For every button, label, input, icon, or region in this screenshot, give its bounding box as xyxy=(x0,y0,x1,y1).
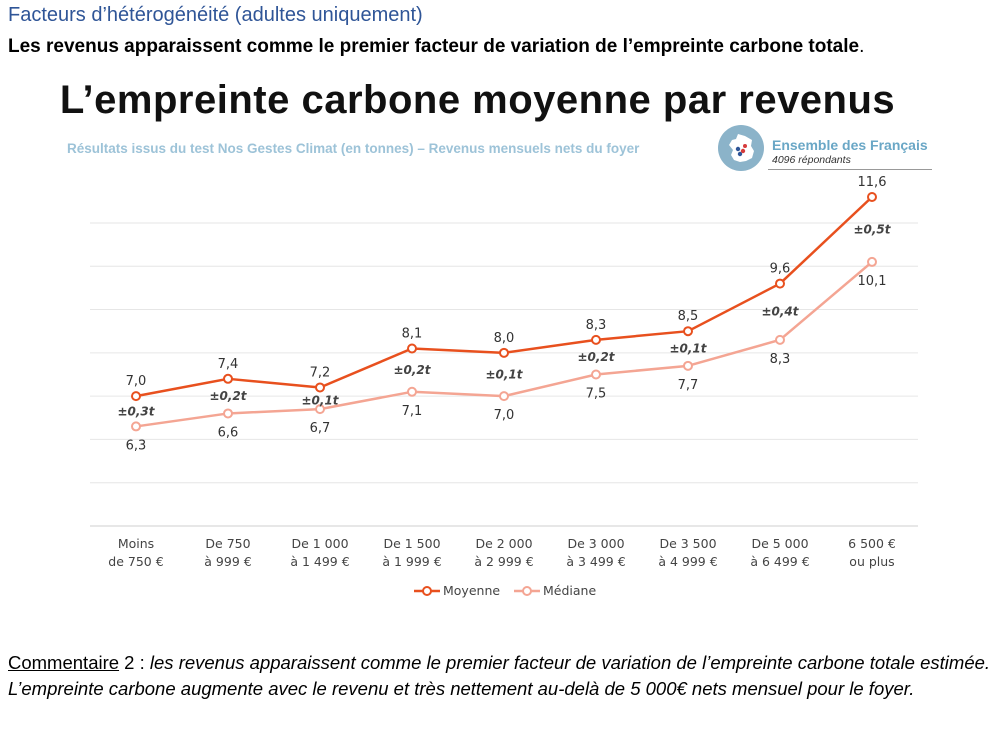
median-data-label: 6,6 xyxy=(218,425,239,440)
category-label: à 1 999 € xyxy=(382,554,441,569)
data-point xyxy=(867,256,877,267)
median-data-label: 7,7 xyxy=(678,378,699,393)
badge-subtitle: 4096 répondants xyxy=(772,154,851,166)
category-label: à 3 499 € xyxy=(566,554,625,569)
chart-title: L’empreinte carbone moyenne par revenus xyxy=(59,78,896,122)
line-chart: 7,0 7,4 7,2 8,1 8,0 8,3 8,5 9,6 11,6 6,3 6,6 6,7 7,1… xyxy=(90,175,918,598)
category-label: à 2 999 € xyxy=(474,554,533,569)
category-label: De 1 500 xyxy=(383,536,440,551)
badge-france-map-icon xyxy=(718,125,764,171)
data-point xyxy=(775,278,785,289)
category-label: De 2 000 xyxy=(475,536,532,551)
median-data-label: 6,7 xyxy=(310,421,331,436)
category-label: De 3 000 xyxy=(567,536,624,551)
category-label: à 6 499 € xyxy=(750,554,809,569)
median-data-label: 10,1 xyxy=(858,274,887,289)
comment-text: les revenus apparaissent comme le premie… xyxy=(8,652,991,699)
badge-underline xyxy=(768,169,932,170)
error-margin-label: ±0,1t xyxy=(301,393,339,407)
data-point xyxy=(499,347,509,358)
data-point xyxy=(131,391,141,402)
mean-data-label: 8,0 xyxy=(494,331,515,346)
legend-marker xyxy=(522,586,532,596)
data-point xyxy=(223,408,233,419)
headline: Les revenus apparaissent comme le premie… xyxy=(8,36,864,58)
mean-data-label: 7,0 xyxy=(126,374,147,389)
chart-subtitle: Résultats issus du test Nos Gestes Clima… xyxy=(67,141,640,156)
median-data-label: 6,3 xyxy=(126,438,147,453)
data-point xyxy=(591,369,601,380)
median-data-label: 8,3 xyxy=(770,352,791,367)
category-label: à 4 999 € xyxy=(658,554,717,569)
category-label: à 999 € xyxy=(204,554,251,569)
data-point xyxy=(775,334,785,345)
legend-marker xyxy=(422,586,432,596)
error-margin-label: ±0,1t xyxy=(669,342,707,356)
error-margin-label: ±0,3t xyxy=(117,404,155,418)
mean-data-label: 8,1 xyxy=(402,327,423,342)
data-point xyxy=(591,334,601,345)
mean-data-label: 7,2 xyxy=(310,365,331,380)
error-margin-label: ±0,2t xyxy=(577,350,615,364)
series-line xyxy=(135,196,873,398)
data-point xyxy=(683,326,693,337)
category-label: 6 500 € xyxy=(848,536,896,551)
category-label: de 750 € xyxy=(108,554,163,569)
data-point xyxy=(867,191,877,202)
error-margin-label: ±0,1t xyxy=(485,367,523,381)
data-point xyxy=(315,404,325,415)
france-map-icon xyxy=(729,134,754,162)
data-point xyxy=(407,386,417,397)
category-label: à 1 499 € xyxy=(290,554,349,569)
legend-label: Médiane xyxy=(543,583,596,598)
category-label: Moins xyxy=(118,536,154,551)
comment-label: Commentaire xyxy=(8,652,120,673)
badge-title: Ensemble des Français xyxy=(772,137,928,153)
data-point xyxy=(683,360,693,371)
data-point xyxy=(315,382,325,393)
mean-data-label: 9,6 xyxy=(770,262,791,277)
category-label: De 1 000 xyxy=(291,536,348,551)
error-margin-label: ±0,2t xyxy=(393,363,431,377)
comment-number: 2 : xyxy=(119,652,150,673)
data-point xyxy=(499,391,509,402)
mean-data-label: 8,3 xyxy=(586,318,607,333)
mean-data-label: 7,4 xyxy=(218,357,239,372)
section-title: Facteurs d’hétérogénéité (adultes unique… xyxy=(8,4,423,26)
category-label: De 5 000 xyxy=(751,536,808,551)
category-label: ou plus xyxy=(849,554,894,569)
headline-period: . xyxy=(859,36,865,57)
category-label: De 3 500 xyxy=(659,536,716,551)
error-margin-label: ±0,2t xyxy=(209,389,247,403)
error-margin-label: ±0,4t xyxy=(761,305,799,319)
data-point xyxy=(223,373,233,384)
data-point xyxy=(131,421,141,432)
mean-data-label: 11,6 xyxy=(858,175,887,190)
median-data-label: 7,0 xyxy=(494,408,515,423)
mean-data-label: 8,5 xyxy=(678,309,699,324)
headline-text: Les revenus apparaissent comme le premie… xyxy=(8,36,860,57)
data-point xyxy=(407,343,417,354)
error-margin-label: ±0,5t xyxy=(853,222,891,236)
median-data-label: 7,5 xyxy=(586,386,607,401)
category-label: De 750 xyxy=(205,536,250,551)
legend-label: Moyenne xyxy=(443,583,500,598)
comment: Commentaire 2 : les revenus apparaissent… xyxy=(8,650,998,702)
median-data-label: 7,1 xyxy=(402,404,423,419)
